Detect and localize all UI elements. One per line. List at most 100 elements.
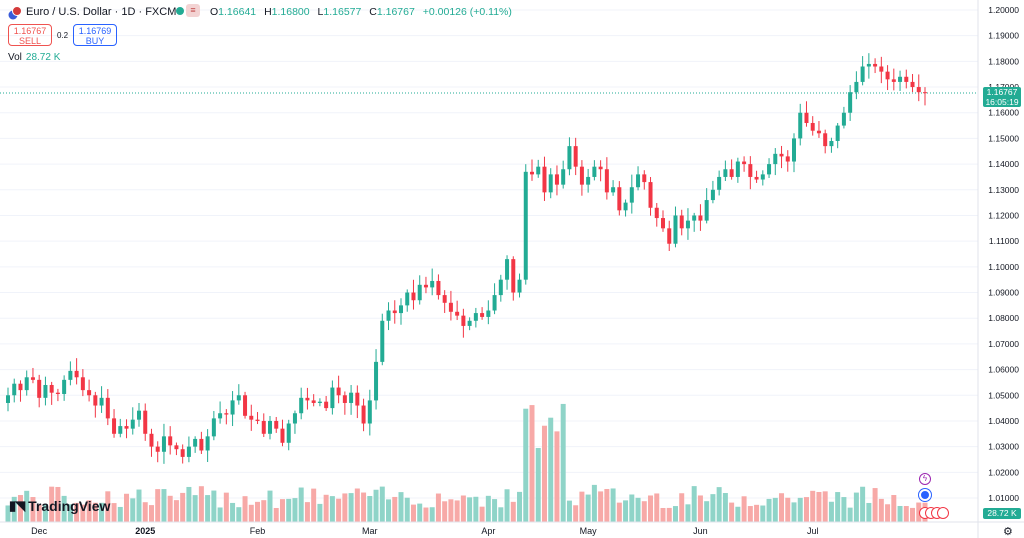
candle-body <box>374 361 379 401</box>
candle-body <box>480 313 485 317</box>
buy-button[interactable]: 1.16769 BUY <box>73 24 117 46</box>
candle-body <box>835 125 840 141</box>
low-value: 1.16577 <box>323 6 362 18</box>
volume-bar <box>74 502 80 522</box>
candle-body <box>598 166 603 170</box>
y-tick-label: 1.05000 <box>988 390 1019 400</box>
volume-bar <box>117 506 123 522</box>
candle-body <box>673 215 678 244</box>
event-dot-icon[interactable] <box>919 489 931 501</box>
flag-icon[interactable]: ≡ <box>186 4 200 17</box>
volume-bar <box>579 491 585 522</box>
candle-body <box>317 401 322 403</box>
tradingview-logo[interactable]: ▮◥ TradingView <box>9 498 110 514</box>
volume-bar <box>211 490 217 522</box>
volume-bar <box>80 504 86 522</box>
volume-bar <box>810 490 816 522</box>
volume-bar <box>124 493 130 522</box>
volume-bar <box>192 495 198 522</box>
volume-bar <box>716 487 722 522</box>
symbol-title[interactable]: Euro / U.S. Dollar · 1D · FXCM <box>26 6 177 18</box>
candle-body <box>854 81 859 93</box>
volume-bar <box>535 448 541 522</box>
volume-bar <box>92 502 98 522</box>
candle-body <box>186 446 191 457</box>
candle-body <box>268 420 272 434</box>
candle-body <box>536 166 541 175</box>
y-tick-label: 1.10000 <box>988 262 1019 272</box>
volume-bar <box>835 492 841 522</box>
candle-body <box>810 123 815 131</box>
volume-bar <box>336 498 342 522</box>
sell-button[interactable]: 1.16767 SELL <box>8 24 52 46</box>
volume-bar <box>729 502 735 522</box>
volume-bar <box>485 495 491 522</box>
candle-body <box>561 169 566 185</box>
volume-bar <box>180 492 186 522</box>
volume-bar <box>916 502 922 522</box>
candle-body <box>461 315 466 326</box>
open-value: 1.16641 <box>218 6 257 18</box>
volume-bar <box>585 494 591 522</box>
volume-bar <box>442 501 448 522</box>
volume-bar <box>323 494 329 522</box>
volume-bar <box>492 499 498 522</box>
candle-body <box>667 228 672 244</box>
y-tick-label: 1.08000 <box>988 313 1019 323</box>
volume-bar <box>517 491 523 522</box>
candle-body <box>74 370 79 378</box>
y-tick-label: 1.12000 <box>988 210 1019 220</box>
candle-body <box>467 320 472 326</box>
candle-body <box>30 377 35 380</box>
candle-body <box>411 292 416 301</box>
volume-bar <box>554 431 560 522</box>
candle-body <box>717 176 722 190</box>
volume-bar <box>635 497 641 522</box>
candle-body <box>174 445 179 450</box>
candle-body <box>367 400 372 424</box>
volume-bar <box>654 493 660 522</box>
volume-bar <box>342 493 348 522</box>
candle-body <box>311 400 316 403</box>
volume-bar <box>710 494 716 522</box>
candle-body <box>62 379 67 394</box>
volume-bar <box>648 495 654 522</box>
market-status-icon[interactable] <box>176 7 184 15</box>
candle-body <box>261 420 266 434</box>
us-flag-event-icon[interactable] <box>937 507 949 519</box>
candle-body <box>916 87 921 93</box>
volume-bar <box>629 494 635 522</box>
candle-body <box>380 320 385 362</box>
volume-bar <box>230 502 236 522</box>
x-tick-label: Jul <box>807 526 819 536</box>
candle-body <box>754 176 759 180</box>
candle-body <box>505 259 510 280</box>
candle-body <box>530 171 534 175</box>
candle-body <box>473 313 478 321</box>
settings-gear-icon[interactable]: ⚙ <box>1003 526 1013 538</box>
event-lightning-icon[interactable]: ϟ <box>919 473 931 485</box>
volume-bar <box>267 490 273 522</box>
volume-legend[interactable]: Vol 28.72 K <box>8 52 60 63</box>
candle-body <box>386 310 391 321</box>
candle-body <box>161 436 166 452</box>
candle-body <box>18 383 23 391</box>
volume-bar <box>198 486 204 522</box>
volume-bar <box>367 496 373 522</box>
x-tick-label: Apr <box>481 526 495 536</box>
y-tick-label: 1.07000 <box>988 339 1019 349</box>
candle-body <box>442 295 447 303</box>
change-value: +0.00126 (+0.11%) <box>422 6 512 18</box>
volume-bar <box>42 504 48 522</box>
y-tick-label: 1.09000 <box>988 288 1019 298</box>
candle-body <box>118 426 123 434</box>
volume-bar <box>454 500 460 522</box>
volume-bar <box>348 493 354 522</box>
volume-bar <box>616 502 622 522</box>
candle-body <box>336 387 341 396</box>
volume-bar <box>292 498 298 522</box>
volume-bar <box>173 500 179 522</box>
volume-bar <box>386 499 392 522</box>
volume-price-tag: 28.72 K <box>983 508 1021 519</box>
